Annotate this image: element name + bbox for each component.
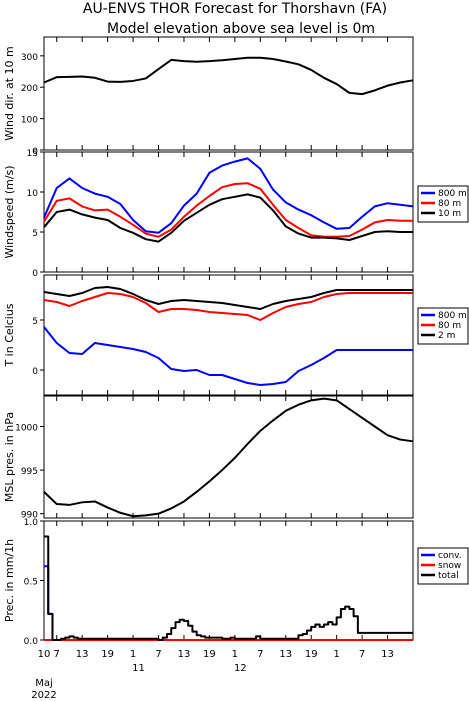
y-tick-label: 1.0	[24, 518, 39, 528]
series-line-1	[43, 56, 414, 96]
x-tick-label: 13	[76, 649, 89, 660]
y-tick-label: 0	[32, 147, 38, 157]
day-label: 12	[234, 663, 247, 674]
y-tick-label: 995	[21, 467, 38, 477]
x-tick-label: 1	[232, 649, 238, 660]
series-line-3	[43, 286, 413, 310]
legend-label: 80 m	[438, 321, 461, 331]
series-line-3	[43, 193, 413, 243]
x-tick-label: 7	[257, 649, 263, 660]
y-tick-label: 5	[32, 229, 38, 239]
year-label: 2022	[31, 690, 56, 701]
x-tick-label: 7	[359, 649, 365, 660]
y-tick-label: 200	[21, 84, 38, 94]
y-axis-label: Wind dir. at 10 m	[3, 46, 16, 140]
y-tick-label: 100	[21, 116, 38, 126]
y-axis-label: T in Celcius	[3, 303, 16, 367]
x-tick-label: 13	[279, 649, 292, 660]
panel-1: 0 100 200 300 Wind dir. at 10 m	[3, 36, 414, 157]
series-line-2	[43, 182, 413, 238]
chart-title: AU-ENVS THOR Forecast for Thorshavn (FA)	[83, 1, 387, 17]
x-tick-label: 19	[203, 649, 216, 660]
y-axis-label: MSL pres. in hPa	[3, 412, 16, 502]
x-tick-label: 7	[155, 649, 161, 660]
chart-subtitle: Model elevation above sea level is 0m	[107, 21, 375, 37]
legend-label: 2 m	[438, 331, 455, 341]
panel-frame	[43, 274, 414, 396]
month-label: Maj	[35, 678, 53, 689]
legend: 800 m80 m10 m	[417, 185, 469, 223]
y-tick-label: 990	[21, 511, 38, 521]
x-tick-label: 19	[305, 649, 318, 660]
legend-label: 10 m	[438, 209, 461, 219]
legend-label: 800 m	[438, 189, 467, 199]
series-line-1	[43, 157, 414, 234]
series-line-2	[43, 292, 413, 321]
panel-frame	[43, 151, 414, 273]
legend-label: 80 m	[438, 199, 461, 209]
y-tick-label: 0.5	[24, 578, 38, 588]
series-line-1	[43, 326, 413, 386]
series-line-1	[43, 397, 414, 518]
y-tick-label: 15	[27, 149, 38, 159]
y-tick-label: 0	[32, 367, 38, 377]
y-axis-label: Prec. in mm/1h	[3, 539, 16, 622]
x-tick-label: 13	[381, 649, 394, 660]
legend-label: snow	[438, 561, 461, 571]
panel-frame	[43, 36, 414, 151]
x-tick-label: 1	[130, 649, 136, 660]
x-tick-label: 19	[101, 649, 114, 660]
legend-label: total	[438, 571, 459, 581]
x-tick-label: 1	[333, 649, 339, 660]
legend-label: conv.	[438, 551, 462, 561]
panel-3: 0 5 T in Celcius 800 m80 m2 m	[3, 274, 469, 396]
panels: 0 100 200 300 Wind dir. at 10 m 0 5 10 15 Windspe…	[3, 36, 469, 647]
legend-label: 800 m	[438, 311, 467, 321]
y-axis-label: Windspeed (m/s)	[3, 165, 16, 258]
y-tick-label: 5	[32, 317, 38, 327]
y-tick-label: 300	[21, 53, 38, 63]
day-label: 11	[132, 663, 145, 674]
x-tick-label: 10	[38, 649, 51, 660]
panel-2: 0 5 10 15 Windspeed (m/s) 800 m80 m10 m	[3, 149, 469, 279]
series-line-3	[44, 535, 413, 641]
y-tick-label: 1000	[15, 424, 38, 434]
panel-frame	[43, 395, 414, 519]
y-tick-label: 0.0	[24, 637, 39, 647]
legend: 800 m80 m2 m	[417, 307, 469, 345]
x-tick-label: 13	[178, 649, 191, 660]
x-tick-label: 7	[54, 649, 60, 660]
y-tick-label: 0	[32, 269, 38, 279]
y-tick-label: 10	[27, 189, 39, 199]
